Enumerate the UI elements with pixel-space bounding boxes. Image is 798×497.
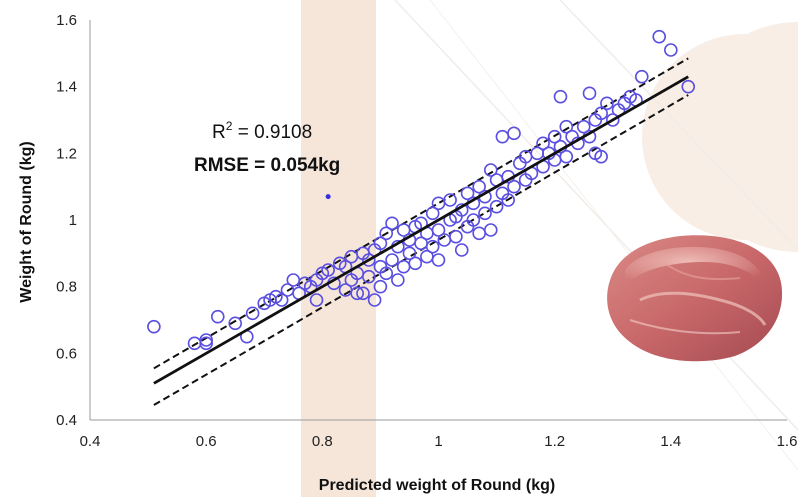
data-point <box>501 193 516 207</box>
data-point <box>245 306 260 321</box>
data-point <box>187 336 202 351</box>
y-tick-label: 1.6 <box>56 12 77 29</box>
data-point <box>582 86 597 101</box>
data-point <box>199 336 213 351</box>
data-point <box>559 149 574 164</box>
data-point <box>402 246 417 261</box>
highlight-band <box>301 0 376 497</box>
data-point <box>507 126 521 141</box>
x-ticks: 0.4 0.6 0.8 1 1.2 1.4 1.6 <box>80 433 798 450</box>
x-tick-label: 1 <box>434 433 442 450</box>
data-point <box>483 223 498 237</box>
y-tick-label: 0.8 <box>56 279 77 296</box>
circle-decoration-fill <box>642 34 798 240</box>
diagonal-decoration <box>559 0 798 251</box>
r-squared-annotation: R2 = 0.9108 <box>212 119 312 143</box>
data-point <box>367 293 382 307</box>
data-point <box>507 179 521 194</box>
background-decoration <box>301 0 798 497</box>
r-squared-superscript: 2 <box>226 119 233 133</box>
data-point <box>681 79 696 94</box>
data-point <box>286 273 301 287</box>
data-point <box>489 199 504 214</box>
data-point <box>472 179 486 194</box>
x-tick-label: 1.6 <box>777 433 798 450</box>
y-axis-title: Weight of Round (kg) <box>18 141 35 302</box>
data-point <box>483 163 498 177</box>
y-tick-label: 0.6 <box>56 345 77 362</box>
data-point <box>425 239 440 254</box>
data-point <box>321 263 335 277</box>
data-point <box>379 266 394 281</box>
y-tick-label: 1 <box>69 212 77 229</box>
diagonal-decoration <box>429 0 798 471</box>
data-point <box>385 216 399 231</box>
data-point <box>460 186 475 201</box>
data-point <box>396 259 411 274</box>
data-point <box>425 206 440 221</box>
y-ticks: 0.4 0.6 0.8 1 1.2 1.4 1.6 <box>56 12 77 429</box>
rmse-annotation: RMSE = 0.054kg <box>194 155 340 176</box>
data-point <box>478 206 492 221</box>
data-point <box>356 286 370 301</box>
data-point <box>443 193 457 207</box>
data-point <box>547 129 562 144</box>
stray-data-point <box>325 194 331 200</box>
x-tick-label: 0.4 <box>80 433 101 450</box>
data-point <box>454 243 469 257</box>
r-squared-label: R <box>212 122 226 143</box>
data-point <box>594 149 608 164</box>
data-point <box>576 119 591 134</box>
data-point <box>495 129 510 144</box>
data-point <box>199 333 213 347</box>
data-point <box>466 213 481 227</box>
data-point <box>634 69 649 84</box>
data-point <box>274 293 289 307</box>
data-point <box>536 136 550 151</box>
data-point <box>350 286 364 301</box>
data-point <box>664 43 678 57</box>
x-tick-label: 0.8 <box>312 433 333 450</box>
data-point <box>431 253 446 267</box>
data-point <box>228 316 243 331</box>
r-squared-value: = 0.9108 <box>232 122 312 143</box>
x-axis-title: Predicted weight of Round (kg) <box>319 477 555 494</box>
y-tick-label: 1.4 <box>56 79 77 96</box>
regression-line <box>153 75 689 385</box>
y-tick-label: 0.4 <box>56 412 77 429</box>
data-point <box>449 229 463 244</box>
data-point <box>652 29 667 44</box>
data-point <box>553 89 568 104</box>
data-point <box>373 236 388 251</box>
data-point <box>605 113 620 127</box>
data-point <box>147 319 161 334</box>
upper-confidence-line <box>153 57 689 370</box>
data-point <box>373 279 388 294</box>
data-point <box>385 253 399 267</box>
x-tick-label: 1.4 <box>660 433 681 450</box>
data-point <box>391 273 405 287</box>
y-tick-label: 1.2 <box>56 145 77 162</box>
data-point <box>600 96 614 111</box>
data-point <box>210 309 225 324</box>
data-point <box>361 253 376 267</box>
data-point <box>559 119 574 134</box>
data-point <box>379 226 394 241</box>
meat-image <box>607 235 783 362</box>
data-point <box>361 269 376 284</box>
data-point <box>309 293 324 307</box>
axes <box>89 20 787 421</box>
diagonal-decoration <box>394 0 798 431</box>
data-point <box>431 223 446 237</box>
data-point <box>431 196 446 211</box>
x-tick-label: 0.6 <box>196 433 217 450</box>
data-point <box>472 226 486 241</box>
data-point <box>594 106 608 121</box>
x-tick-label: 1.2 <box>544 433 565 450</box>
data-point <box>408 256 423 271</box>
data-points <box>147 29 696 351</box>
